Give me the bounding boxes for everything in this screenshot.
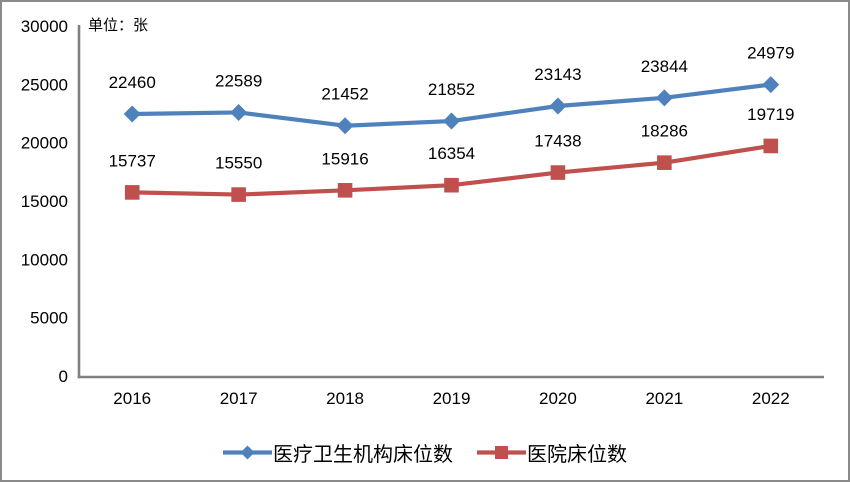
square-marker-icon	[763, 138, 779, 154]
data-label: 19719	[747, 105, 794, 124]
x-tick-label: 2020	[539, 389, 577, 408]
diamond-marker-icon	[549, 97, 567, 115]
diamond-marker-icon	[336, 117, 354, 135]
square-marker-icon	[550, 165, 566, 180]
y-tick-label: 5000	[30, 309, 68, 328]
diamond-marker-icon	[443, 112, 460, 130]
data-label: 23143	[534, 65, 581, 84]
legend-label: 医疗卫生机构床位数	[273, 444, 453, 466]
x-tick-label: 2018	[326, 389, 364, 408]
y-tick-label: 10000	[21, 250, 68, 269]
diamond-marker-icon	[762, 76, 780, 94]
data-label: 22460	[109, 73, 156, 92]
square-marker-icon	[444, 177, 459, 193]
data-label: 16354	[428, 144, 475, 163]
x-tick-label: 2016	[113, 389, 151, 408]
legend-marker-square-icon	[477, 446, 526, 459]
x-tick-label: 2021	[645, 389, 683, 408]
legend: 医疗卫生机构床位数 医院床位数	[2, 438, 848, 467]
legend-label: 医院床位数	[527, 444, 627, 466]
data-label: 21852	[428, 80, 475, 99]
diamond-marker-icon	[655, 89, 673, 107]
y-tick-label: 15000	[21, 192, 68, 211]
square-marker-icon	[124, 185, 140, 200]
legend-item: 医疗卫生机构床位数	[223, 438, 453, 467]
unit-label: 单位：张	[88, 17, 149, 34]
y-tick-label: 30000	[21, 17, 68, 36]
data-label: 21452	[321, 85, 368, 104]
y-tick-label: 0	[59, 367, 68, 386]
legend-item: 医院床位数	[477, 438, 627, 467]
data-label: 18286	[641, 122, 688, 141]
x-tick-label: 2019	[433, 389, 471, 408]
diamond-marker-icon	[230, 103, 248, 121]
y-tick-label: 20000	[21, 134, 68, 153]
data-label: 15550	[215, 154, 262, 173]
square-marker-icon	[231, 187, 246, 202]
square-marker-icon	[337, 183, 353, 198]
data-label: 23844	[641, 57, 688, 76]
square-marker-icon	[657, 155, 672, 170]
data-label: 24979	[747, 44, 794, 63]
legend-marker-diamond-icon	[223, 445, 272, 460]
x-tick-label: 2017	[220, 389, 258, 408]
data-label: 15737	[109, 151, 156, 170]
diamond-marker-icon	[123, 105, 141, 123]
data-label: 15916	[321, 149, 368, 168]
x-tick-label: 2022	[752, 389, 790, 408]
y-tick-label: 25000	[21, 75, 68, 94]
data-label: 17438	[534, 132, 581, 151]
data-label: 22589	[215, 71, 262, 90]
